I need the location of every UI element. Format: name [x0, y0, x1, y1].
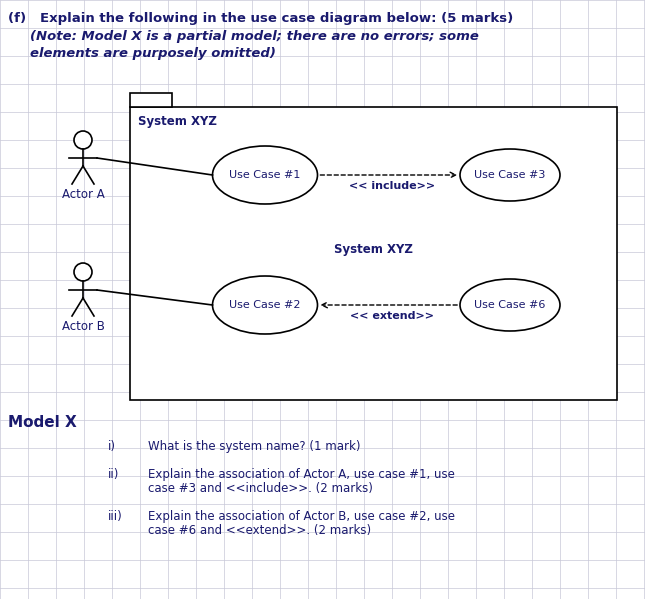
Ellipse shape: [212, 146, 317, 204]
Text: (Note: Model X is a partial model; there are no errors; some: (Note: Model X is a partial model; there…: [30, 30, 479, 43]
Text: Use Case #6: Use Case #6: [474, 300, 546, 310]
Text: Use Case #3: Use Case #3: [474, 170, 546, 180]
Text: Actor A: Actor A: [62, 188, 104, 201]
Text: System XYZ: System XYZ: [138, 115, 217, 128]
Text: case #3 and <<include>>. (2 marks): case #3 and <<include>>. (2 marks): [148, 482, 373, 495]
Bar: [130, 107, 617, 400]
Text: << include>>: << include>>: [350, 181, 435, 191]
Circle shape: [74, 131, 92, 149]
Circle shape: [74, 263, 92, 281]
Text: Explain the association of Actor A, use case #1, use: Explain the association of Actor A, use …: [148, 468, 455, 481]
Text: System XYZ: System XYZ: [334, 243, 413, 256]
Ellipse shape: [212, 276, 317, 334]
Text: ii): ii): [108, 468, 119, 481]
Text: Explain the association of Actor B, use case #2, use: Explain the association of Actor B, use …: [148, 510, 455, 523]
Text: Use Case #1: Use Case #1: [230, 170, 301, 180]
Text: case #6 and <<extend>>. (2 marks): case #6 and <<extend>>. (2 marks): [148, 524, 371, 537]
Text: What is the system name? (1 mark): What is the system name? (1 mark): [148, 440, 361, 453]
Text: i): i): [108, 440, 116, 453]
Text: Actor B: Actor B: [61, 320, 104, 333]
Ellipse shape: [460, 279, 560, 331]
Text: << extend>>: << extend>>: [350, 311, 435, 321]
Ellipse shape: [460, 149, 560, 201]
Text: elements are purposely omitted): elements are purposely omitted): [30, 47, 276, 60]
Text: Model X: Model X: [8, 415, 77, 430]
Text: (f)   Explain the following in the use case diagram below: (5 marks): (f) Explain the following in the use cas…: [8, 12, 513, 25]
Text: Use Case #2: Use Case #2: [229, 300, 301, 310]
Text: iii): iii): [108, 510, 123, 523]
Bar: [130, 93, 172, 107]
